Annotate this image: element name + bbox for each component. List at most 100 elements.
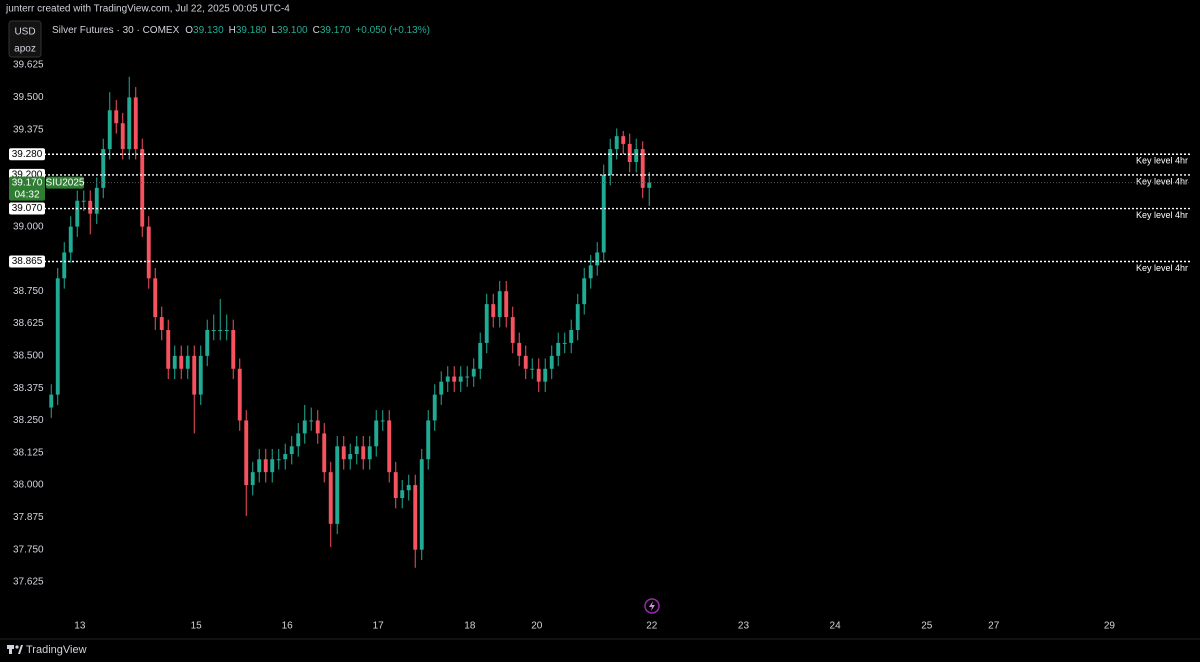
- body: [296, 433, 301, 447]
- h-label: H: [229, 25, 236, 36]
- candle: [172, 345, 177, 380]
- c-label: C: [313, 25, 320, 36]
- credit: junterr created with TradingView.com, Ju…: [5, 4, 290, 15]
- candle: [107, 92, 112, 160]
- candle: [406, 474, 411, 501]
- candle: [504, 280, 509, 328]
- symbol-tag: [46, 176, 84, 189]
- body: [153, 278, 158, 318]
- body: [114, 110, 119, 124]
- candle: [179, 345, 184, 380]
- key-level-tag: [9, 202, 45, 215]
- candle: [556, 332, 561, 367]
- candle: [315, 410, 320, 444]
- body: [133, 97, 138, 150]
- candle: [341, 435, 346, 470]
- body: [549, 355, 554, 369]
- key-level-tag: [9, 255, 45, 268]
- footer-brand: TradingView: [26, 644, 87, 656]
- candle: [517, 332, 522, 367]
- candle: [75, 190, 80, 237]
- candle: [484, 293, 489, 354]
- candle: [263, 448, 268, 483]
- candle: [478, 332, 483, 380]
- body: [94, 187, 99, 214]
- candle: [575, 293, 580, 341]
- candle: [166, 319, 171, 380]
- body: [562, 342, 567, 344]
- last-price: 39.170: [12, 177, 43, 188]
- y-tick-label: 38.750: [13, 286, 44, 297]
- body: [647, 182, 652, 188]
- candle: [348, 443, 353, 470]
- events-icon[interactable]: [644, 598, 660, 614]
- candle: [595, 242, 600, 276]
- body: [315, 420, 320, 434]
- body: [328, 472, 333, 524]
- body: [458, 376, 463, 382]
- key-level-price: 38.865: [12, 256, 43, 267]
- candle: [445, 366, 450, 393]
- body: [335, 446, 340, 524]
- body: [361, 446, 366, 460]
- x-tick-label: 24: [830, 621, 842, 632]
- x-tick-label: 23: [738, 621, 750, 632]
- body: [484, 304, 489, 343]
- currency-box[interactable]: [8, 20, 42, 58]
- body: [302, 420, 307, 434]
- events-bolt: [649, 601, 655, 611]
- y-tick-label: 37.750: [13, 544, 44, 555]
- candle: [309, 407, 314, 431]
- body: [192, 355, 197, 395]
- body: [198, 355, 203, 395]
- body: [517, 342, 522, 356]
- candle: [198, 345, 203, 405]
- key-level-text: Key level 4hr: [1136, 210, 1188, 220]
- candle: [120, 112, 125, 160]
- o-value: 39.130: [193, 25, 224, 36]
- x-tick-label: 25: [921, 621, 933, 632]
- body: [354, 446, 359, 455]
- candle: [627, 133, 632, 173]
- y-tick-label: 38.000: [13, 480, 44, 491]
- body: [426, 420, 431, 460]
- body: [322, 433, 327, 473]
- candle: [510, 306, 515, 354]
- body: [575, 304, 580, 330]
- body: [530, 368, 535, 370]
- body: [218, 329, 223, 331]
- body: [439, 381, 444, 395]
- body: [283, 454, 288, 460]
- body: [614, 136, 619, 150]
- candle: [88, 190, 93, 235]
- body: [621, 136, 626, 144]
- currency: USD: [14, 27, 35, 38]
- key-level-price: 39.280: [12, 149, 43, 160]
- body: [556, 342, 561, 356]
- symbol: SIU2025: [46, 177, 85, 188]
- candle: [465, 366, 470, 387]
- body: [289, 446, 294, 455]
- body: [185, 355, 190, 369]
- body: [250, 472, 255, 486]
- candle: [114, 99, 119, 134]
- key-level-text: Key level 4hr: [1136, 176, 1188, 186]
- body: [595, 252, 600, 266]
- body: [413, 485, 418, 550]
- candle: [647, 172, 652, 206]
- candle: [146, 216, 151, 289]
- body: [120, 123, 125, 150]
- body: [172, 355, 177, 369]
- x-tick-label: 13: [74, 621, 86, 632]
- candle: [192, 345, 197, 434]
- x-tick-label: 27: [988, 621, 1000, 632]
- body: [88, 200, 93, 214]
- l-value: 39.100: [277, 25, 308, 36]
- body: [81, 200, 86, 202]
- candle: [491, 293, 496, 328]
- body: [140, 149, 145, 227]
- body: [419, 459, 424, 550]
- candle: [608, 138, 613, 186]
